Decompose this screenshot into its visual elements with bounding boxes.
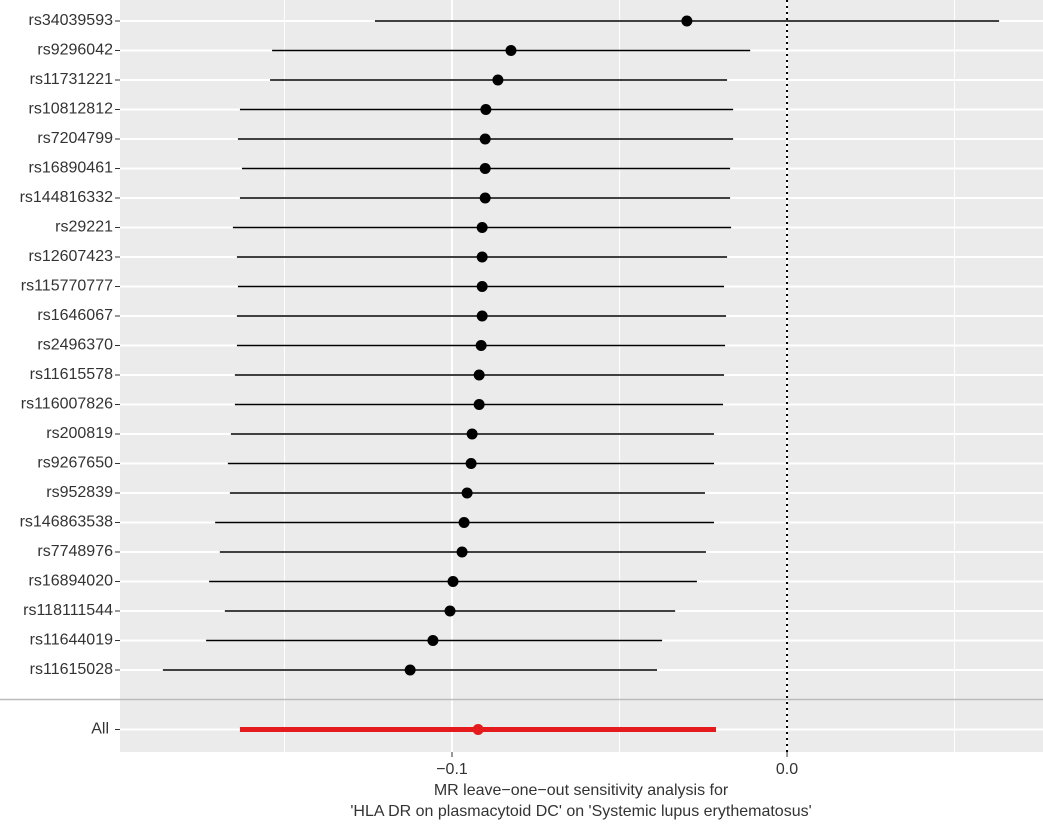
y-tick-label: rs11615028 (30, 661, 113, 678)
point (476, 222, 488, 233)
point (466, 428, 478, 440)
y-tick-label: rs7204799 (37, 130, 113, 147)
x-axis-label: MR leave−one−out sensitivity analysis fo… (434, 782, 729, 799)
y-tick-label: rs11615578 (30, 366, 113, 383)
y-tick-label: rs146863538 (20, 514, 114, 531)
y-tick-label: rs16890461 (28, 160, 113, 177)
point (476, 251, 488, 263)
x-tick-label: −0.1 (436, 761, 468, 778)
y-tick-label: rs115770777 (21, 278, 113, 295)
point (479, 133, 491, 145)
summary-point (472, 724, 484, 735)
point (479, 163, 491, 174)
y-tick-label: rs116007826 (21, 396, 113, 413)
y-tick-label: rs7748976 (37, 543, 113, 560)
y-tick-label: rs34039593 (28, 12, 113, 29)
point (427, 635, 439, 646)
y-tick-label: rs10812812 (28, 101, 113, 118)
point (476, 310, 488, 322)
point (475, 340, 487, 351)
point (444, 605, 456, 617)
point (447, 576, 459, 587)
y-tick-label: rs11731221 (30, 71, 113, 88)
y-tick-label: rs1646067 (37, 307, 113, 324)
point (458, 517, 470, 528)
y-tick-label: rs2496370 (37, 337, 113, 354)
y-tick-label: rs16894020 (28, 573, 113, 590)
point (681, 15, 693, 27)
y-tick-label: All (91, 721, 109, 738)
point (479, 192, 491, 204)
y-tick-label: rs118111544 (23, 602, 113, 619)
point (461, 487, 473, 499)
point (473, 369, 485, 381)
point (456, 546, 468, 558)
y-tick-label: rs144816332 (20, 189, 114, 206)
y-tick-label: rs29221 (55, 219, 113, 236)
point (473, 399, 485, 410)
y-tick-label: rs12607423 (28, 248, 113, 265)
point (480, 104, 492, 115)
point (465, 458, 477, 469)
y-tick-label: rs952839 (46, 484, 113, 501)
x-axis-label: 'HLA DR on plasmacytoid DC' on 'Systemic… (350, 803, 811, 820)
point (492, 74, 504, 86)
y-tick-label: rs11644019 (30, 632, 113, 649)
y-tick-label: rs9267650 (37, 455, 113, 472)
y-tick-label: rs9296042 (37, 42, 113, 59)
point (476, 281, 488, 292)
y-tick-label: rs200819 (46, 425, 113, 442)
point (505, 45, 517, 56)
point (404, 664, 416, 676)
x-tick-label: 0.0 (776, 761, 798, 778)
